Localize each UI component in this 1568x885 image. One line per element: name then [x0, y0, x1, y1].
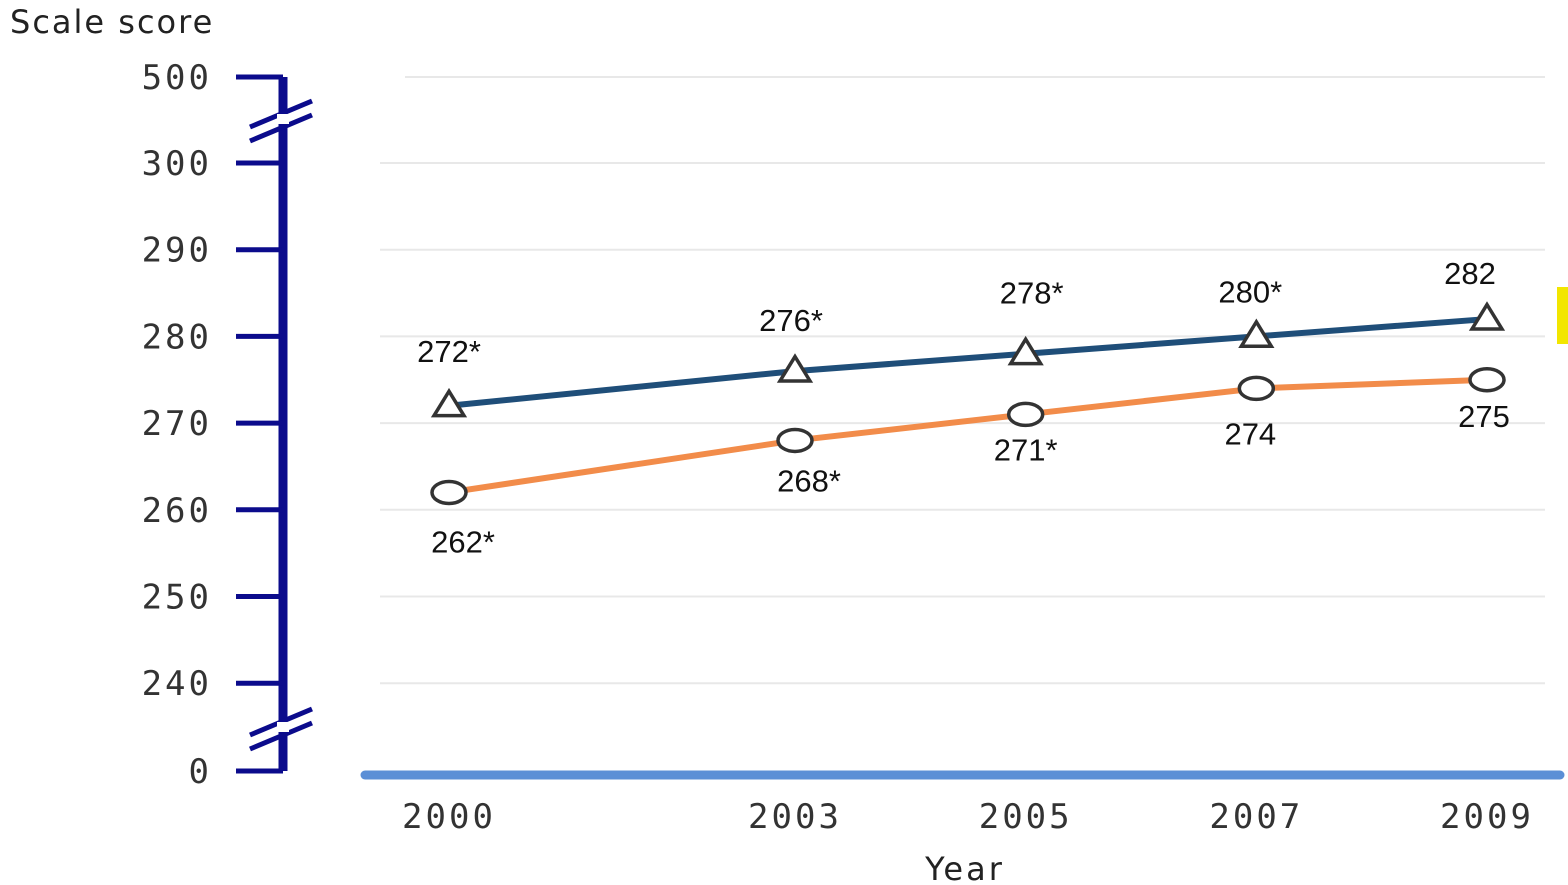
series-2-point-2009	[1468, 367, 1506, 393]
data-label-series-1-2003: 276*	[759, 303, 823, 338]
axis-break-bottom-gap	[277, 722, 289, 732]
y-tick-label-500: 500	[142, 58, 212, 98]
x-tick-label-2003: 2003	[748, 797, 842, 837]
x-tick-label-2009: 2009	[1440, 797, 1534, 837]
series-layer	[430, 301, 1506, 506]
data-label-series-1-2007: 280*	[1218, 274, 1282, 309]
y-tick-label-0: 0	[189, 752, 212, 792]
y-tick-label-250: 250	[142, 578, 212, 618]
series-1	[430, 301, 1506, 418]
series-2	[430, 367, 1506, 506]
y-tick-label-290: 290	[142, 231, 212, 271]
data-label-series-2-2005: 271*	[994, 432, 1058, 467]
data-label-series-1-2009: 282	[1444, 256, 1496, 291]
series-1-line	[448, 316, 1488, 409]
series-1-point-2007	[1238, 318, 1275, 349]
data-labels: 272* 276* 278* 280* 282 262* 268* 271* 274 275	[417, 256, 1510, 559]
axis-break-bottom	[249, 706, 313, 752]
y-tick-label-270: 270	[142, 404, 212, 444]
series-2-point-2000	[430, 479, 468, 506]
axis-break-top-stroke-2	[249, 112, 313, 144]
y-tick-label-280: 280	[142, 317, 212, 357]
series-1-point-2005	[1007, 335, 1044, 366]
x-tick-label-2005: 2005	[979, 797, 1073, 837]
data-label-series-2-2003: 268*	[777, 463, 841, 498]
axis-break-bottom-stroke-2	[249, 720, 313, 752]
x-axis: 2000 2003 2005 2007 2009	[360, 770, 1565, 837]
data-label-series-1-2000: 272*	[417, 334, 481, 369]
series-2-line	[448, 376, 1488, 496]
x-axis-label: Year	[924, 850, 1005, 885]
series-1-point-2003	[776, 353, 814, 383]
series-2-point-2003	[776, 427, 814, 454]
gridlines	[380, 76, 1545, 685]
x-tick-label-2000: 2000	[402, 797, 496, 837]
series-2-point-2005	[1006, 401, 1045, 428]
data-label-series-2-2009: 275	[1458, 399, 1510, 434]
y-tick-label-300: 300	[142, 144, 212, 184]
y-axis-label: Scale score	[10, 3, 214, 41]
axis-break-top-gap	[277, 114, 289, 124]
data-label-series-2-2007: 274	[1224, 416, 1276, 451]
axis-break-top	[249, 98, 313, 144]
data-label-series-1-2005: 278*	[1000, 276, 1064, 311]
y-tick-label-240: 240	[142, 664, 212, 704]
x-tick-label-2007: 2007	[1209, 797, 1303, 837]
series-1-point-2009	[1468, 301, 1506, 331]
y-tick-label-260: 260	[142, 491, 212, 531]
series-1-point-2000	[430, 387, 468, 418]
right-edge-highlight	[1557, 287, 1568, 344]
data-label-series-2-2000: 262*	[431, 524, 495, 559]
series-2-point-2007	[1237, 375, 1276, 402]
y-axis: 0 240 250 260 270 280 290 300 500	[142, 58, 313, 792]
